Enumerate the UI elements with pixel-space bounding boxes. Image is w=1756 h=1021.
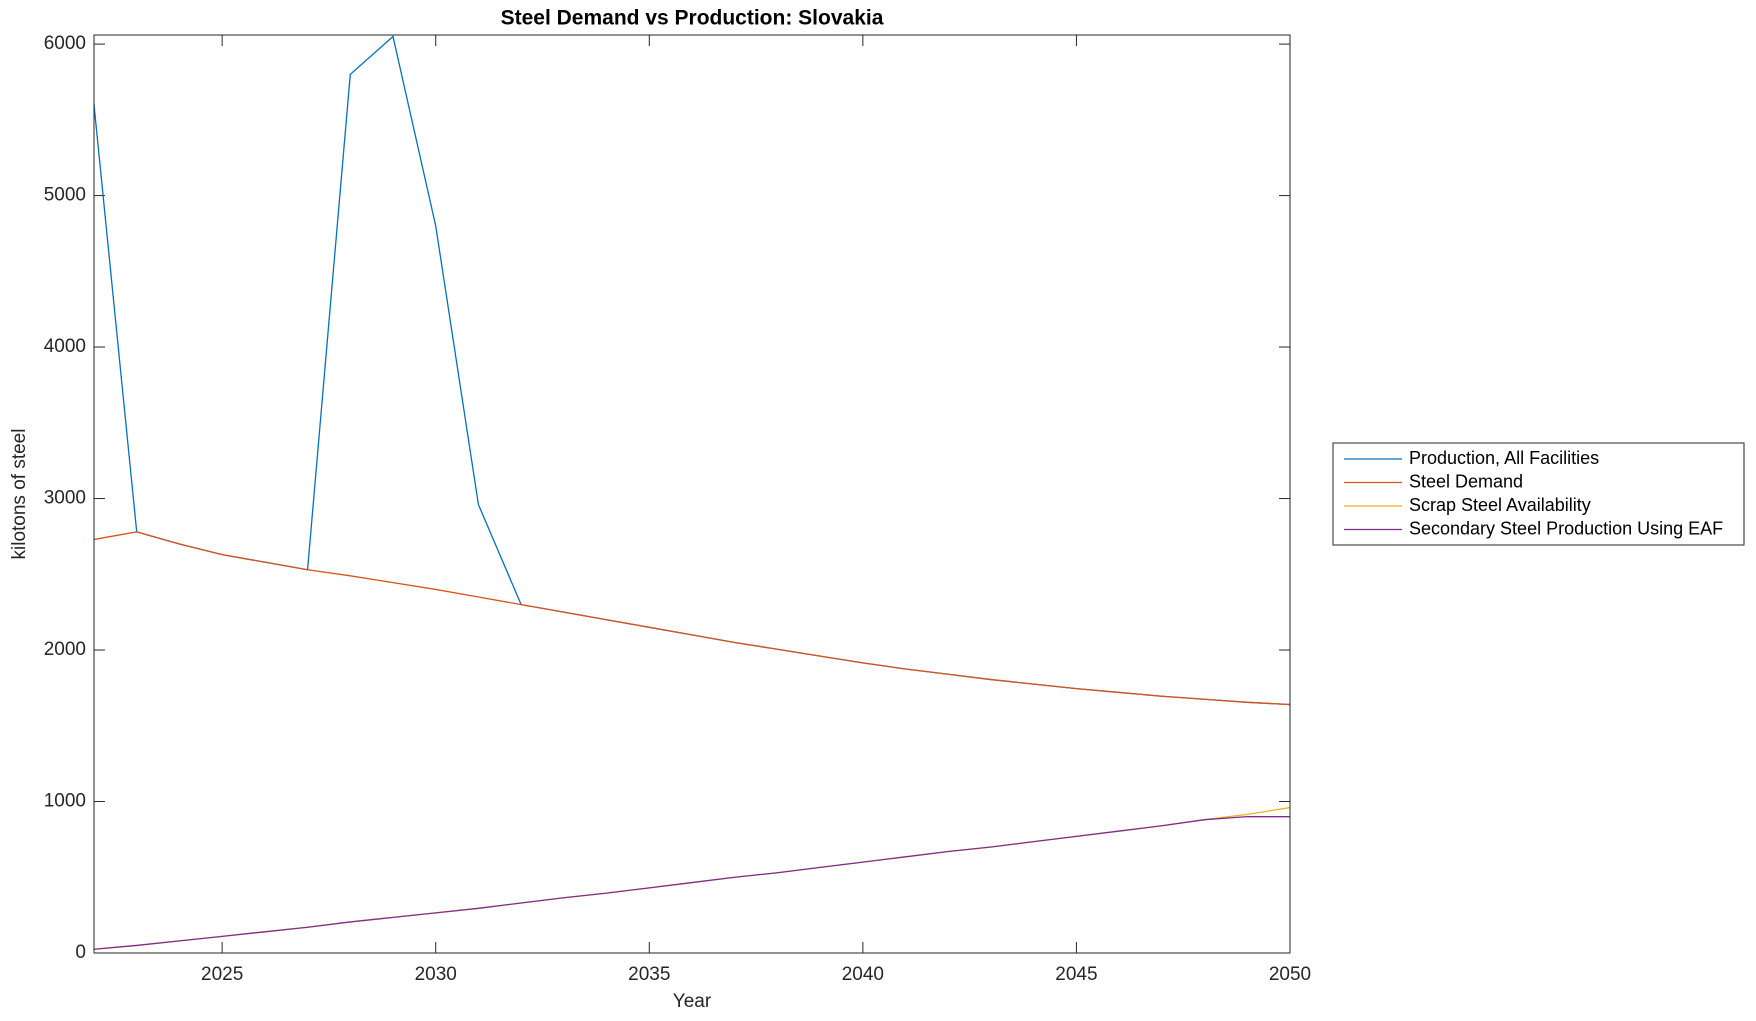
y-tick-label: 4000: [44, 336, 86, 357]
legend-label: Secondary Steel Production Using EAF: [1409, 518, 1723, 538]
y-tick-label: 3000: [44, 488, 86, 509]
x-tick-label: 2030: [415, 964, 457, 985]
y-tick-label: 2000: [44, 639, 86, 660]
x-tick-label: 2040: [842, 964, 884, 985]
series-line: [93, 531, 1291, 706]
x-tick-label: 2050: [1269, 964, 1311, 985]
x-tick-label: 2035: [628, 964, 670, 985]
plot-area: [94, 35, 1290, 953]
y-tick-label: 6000: [44, 33, 86, 54]
series-line: [93, 816, 1290, 950]
chart-title: Steel Demand vs Production: Slovakia: [501, 7, 884, 30]
y-tick-label: 0: [75, 942, 86, 963]
x-tick-label: 2045: [1055, 964, 1097, 985]
legend-label: Production, All Facilities: [1409, 448, 1599, 468]
y-tick-label: 1000: [44, 791, 86, 812]
legend-box: [1332, 442, 1745, 546]
legend-label: Scrap Steel Availability: [1409, 495, 1591, 515]
x-axis-label: Year: [673, 991, 712, 1012]
y-tick-label: 5000: [44, 185, 86, 206]
axes-box: [93, 34, 1291, 954]
x-tick-label: 2025: [201, 964, 243, 985]
legend-label: Steel Demand: [1409, 471, 1523, 491]
y-axis-label: kilotons of steel: [9, 429, 30, 560]
